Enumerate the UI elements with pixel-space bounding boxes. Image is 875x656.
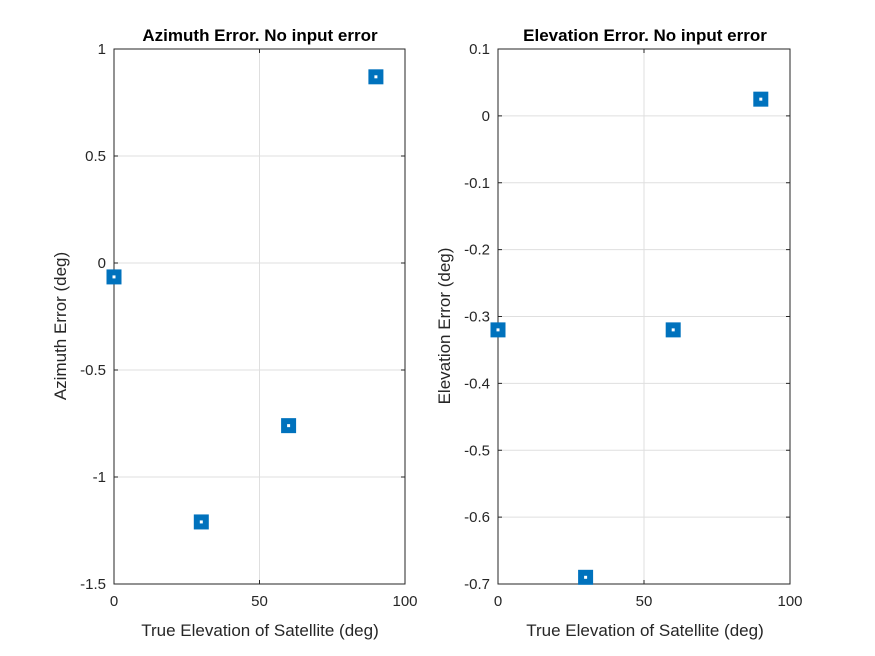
y-tick-label: 0 (482, 108, 490, 125)
data-point (368, 69, 384, 85)
data-point (578, 569, 594, 585)
y-tick-label: 0 (98, 255, 106, 272)
y-tick-label: 0.5 (85, 148, 106, 165)
data-point (281, 418, 297, 434)
y-tick-label: -0.5 (80, 362, 106, 379)
data-point (753, 91, 769, 107)
y-tick-label: -0.4 (464, 375, 490, 392)
data-point-center (199, 520, 203, 524)
x-tick-label: 100 (777, 593, 802, 610)
y-tick-label: -0.1 (464, 175, 490, 192)
data-point (106, 269, 122, 285)
y-tick-label: -0.3 (464, 309, 490, 326)
x-tick-label: 0 (110, 593, 118, 610)
y-axis-label: Azimuth Error (deg) (51, 252, 70, 400)
data-point-center (374, 75, 378, 79)
x-tick-label: 50 (636, 593, 653, 610)
y-tick-label: -0.7 (464, 576, 490, 593)
y-tick-label: -0.2 (464, 242, 490, 259)
y-tick-label: -0.6 (464, 509, 490, 526)
y-tick-label: -1.5 (80, 576, 106, 593)
data-point-center (671, 328, 675, 332)
y-tick-label: -1 (93, 469, 106, 486)
x-tick-label: 100 (392, 593, 417, 610)
data-point (665, 322, 681, 338)
data-point-center (759, 97, 763, 101)
plot-title: Elevation Error. No input error (523, 26, 767, 45)
y-tick-label: -0.5 (464, 442, 490, 459)
x-axis-label: True Elevation of Satellite (deg) (141, 621, 379, 640)
data-point-center (287, 424, 291, 428)
x-axis-label: True Elevation of Satellite (deg) (526, 621, 764, 640)
y-axis-label: Elevation Error (deg) (435, 248, 454, 405)
data-point-center (496, 328, 500, 332)
data-point-center (112, 275, 116, 279)
x-tick-label: 50 (251, 593, 268, 610)
data-point-center (584, 575, 588, 579)
azimuth-error-plot: Azimuth Error. No input error True Eleva… (51, 26, 418, 640)
y-tick-label: 0.1 (469, 41, 490, 58)
data-point (490, 322, 506, 338)
plot-title: Azimuth Error. No input error (142, 26, 378, 45)
y-tick-label: 1 (98, 41, 106, 58)
elevation-error-plot: Elevation Error. No input error True Ele… (435, 26, 803, 640)
data-point (193, 514, 209, 530)
x-tick-label: 0 (494, 593, 502, 610)
